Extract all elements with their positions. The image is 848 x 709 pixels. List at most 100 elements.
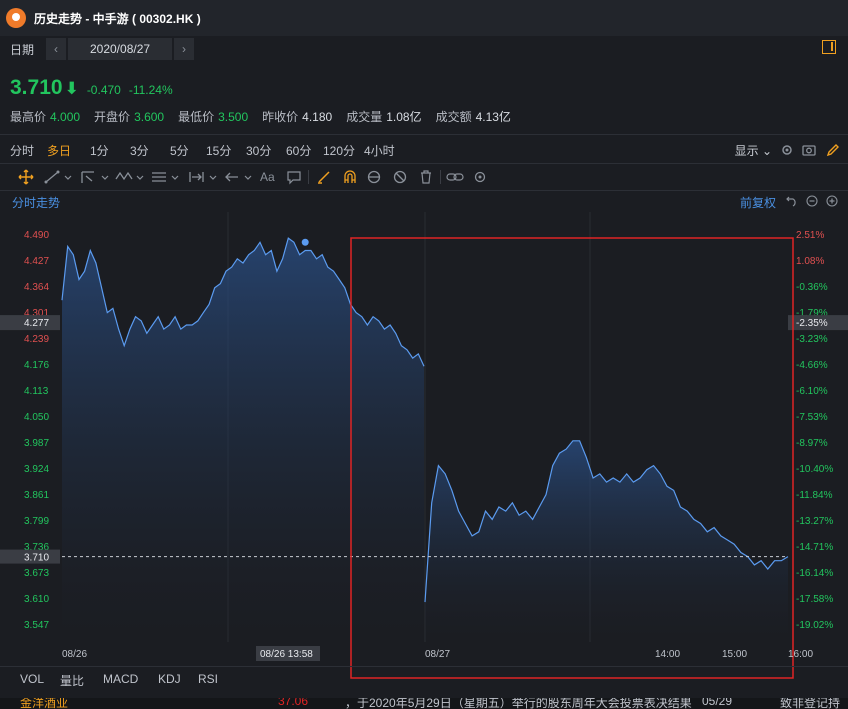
ticker-stock-price: 37.06 [278, 698, 309, 708]
app-logo-icon [6, 8, 26, 28]
y-tick-right: -1.79% [796, 308, 828, 319]
y-tick-left: 3.736 [24, 542, 49, 553]
panel-toggle-icon[interactable] [822, 40, 836, 54]
crosshair-price: 4.277 [24, 318, 49, 329]
indicator-tab[interactable]: RSI [198, 672, 219, 686]
y-tick-right: -17.58% [796, 594, 833, 605]
chart-header: 分时走势 前复权 [0, 192, 848, 210]
stat-value: 3.600 [134, 110, 165, 124]
fibonacci-tool-icon[interactable] [150, 169, 182, 185]
title-bar: 历史走势 - 中手游 ( 00302.HK ) [0, 0, 848, 36]
period-tab[interactable]: 分时 [10, 143, 35, 158]
indicator-tab[interactable]: MACD [103, 672, 139, 686]
quote-stats: 最高价 4.000 开盘价 3.600 最低价 3.500 昨收价 4.180 成交量 1.08亿… [10, 108, 525, 125]
period-tab[interactable]: 120分 [323, 143, 356, 158]
period-tab[interactable]: 1分 [90, 143, 109, 158]
period-tab[interactable]: 4小时 [364, 143, 395, 158]
lock-icon[interactable] [366, 169, 382, 185]
text-tool[interactable]: Aa [260, 170, 275, 184]
x-tick-label: 08/27 [425, 649, 450, 660]
brush-icon[interactable] [316, 169, 332, 185]
next-date-button[interactable]: › [174, 38, 195, 60]
settings-icon[interactable] [780, 143, 794, 157]
y-tick-right: -6.10% [796, 386, 828, 397]
period-tab[interactable]: 30分 [246, 143, 272, 158]
tab-intraday[interactable]: 分时走势 [12, 196, 61, 210]
x-tick-label: 16:00 [788, 649, 813, 660]
trash-icon[interactable] [418, 169, 434, 185]
reference-label-bg [0, 549, 60, 564]
display-menu[interactable]: 显示 ⌄ [734, 143, 772, 158]
toolbar-divider [440, 170, 441, 184]
divider [0, 190, 848, 191]
zoom-in-icon[interactable] [826, 195, 838, 207]
period-tab[interactable]: 多日 [47, 143, 72, 158]
undo-icon[interactable] [786, 195, 798, 207]
stat-key: 最低价 [178, 110, 215, 124]
period-tabs: 显示 ⌄ 分时 多日 1分 3分 5分 15分 30分 60分 120分 4小时 [0, 140, 848, 160]
date-value[interactable]: 2020/08/27 [68, 38, 173, 60]
prev-date-button[interactable]: ‹ [46, 38, 67, 60]
y-tick-left: 3.673 [24, 568, 49, 579]
ticker-right[interactable]: 致非登记持 [780, 698, 841, 709]
period-tab[interactable]: 3分 [130, 143, 149, 158]
date-bar: 日期 ‹ 2020/08/27 › [0, 36, 848, 62]
stat-item: 成交额 4.13亿 [436, 108, 511, 125]
x-tick-label: 08/26 [62, 649, 87, 660]
camera-icon[interactable] [802, 143, 816, 157]
y-tick-left: 4.239 [24, 334, 49, 345]
period-tab[interactable]: 15分 [206, 143, 232, 158]
ticker-news[interactable]: ，于2020年5月29日（星期五）举行的股东周年大会投票表决结果 [345, 698, 692, 709]
stat-key: 昨收价 [262, 110, 299, 124]
indicator-tab[interactable]: KDJ [158, 672, 181, 686]
zoom-out-icon[interactable] [806, 195, 818, 207]
crosshair-time-bg [256, 646, 320, 661]
stat-item: 最高价 4.000 [10, 108, 80, 125]
period-tab[interactable]: 5分 [170, 143, 189, 158]
stat-value: 1.08亿 [386, 110, 422, 124]
ticker-date: 05/29 [702, 698, 733, 708]
y-tick-left: 4.427 [24, 256, 49, 267]
current-point-marker [301, 238, 309, 246]
tool-settings-icon[interactable] [472, 169, 488, 185]
ticker-stock-name[interactable]: 金洋酒业 [20, 698, 69, 709]
crosshair-pct-bg [788, 315, 848, 331]
crosshair-pct: -2.35% [796, 318, 828, 329]
channel-tool-icon[interactable] [80, 169, 112, 185]
x-tick-label: 15:00 [722, 649, 747, 660]
y-tick-left: 3.987 [24, 438, 49, 449]
stat-key: 成交额 [435, 110, 472, 124]
series-area [62, 238, 424, 640]
link-icon[interactable] [446, 169, 464, 185]
stat-key: 成交量 [346, 110, 383, 124]
arrow-tool-icon[interactable] [224, 169, 256, 185]
period-tab[interactable]: 60分 [286, 143, 312, 158]
y-tick-left: 4.490 [24, 230, 49, 241]
y-tick-left: 3.924 [24, 464, 49, 475]
stat-value: 4.180 [302, 110, 333, 124]
line-tool-icon[interactable] [44, 169, 74, 185]
move-icon[interactable] [18, 169, 34, 185]
wave-tool-icon[interactable] [114, 169, 146, 185]
stat-key: 最高价 [10, 110, 47, 124]
date-picker: ‹ 2020/08/27 › [46, 38, 195, 60]
range-tool-icon[interactable] [188, 169, 220, 185]
stat-item: 开盘价 3.600 [94, 108, 164, 125]
divider [0, 666, 848, 667]
y-tick-left: 4.364 [24, 282, 49, 293]
series-line-08/26 [61, 237, 425, 367]
news-ticker: 金洋酒业 37.06 ，于2020年5月29日（星期五）举行的股东周年大会投票表… [0, 698, 848, 709]
y-tick-left: 3.861 [24, 490, 49, 501]
comment-icon[interactable] [286, 169, 302, 185]
series-area [425, 440, 788, 640]
y-tick-right: -11.84% [796, 490, 833, 501]
hide-icon[interactable] [392, 169, 408, 185]
magnet-icon[interactable] [342, 169, 358, 185]
adjust-button[interactable]: 前复权 [739, 196, 776, 210]
drawing-toolbar: Aa [0, 166, 848, 188]
indicator-tab[interactable]: 量比 [60, 674, 85, 688]
pencil-icon[interactable] [826, 143, 840, 157]
indicator-tab[interactable]: VOL [20, 672, 45, 686]
stat-value: 4.13亿 [475, 110, 511, 124]
